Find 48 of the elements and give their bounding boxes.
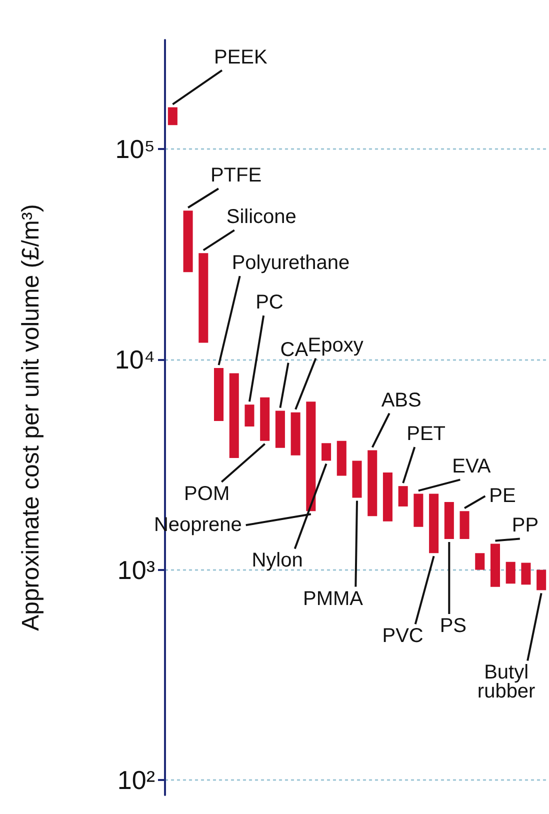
annotation: Polyurethane — [232, 252, 350, 274]
annotation: PET — [406, 423, 446, 446]
bar — [352, 460, 362, 498]
bar — [429, 494, 439, 554]
bar — [214, 368, 224, 421]
bar — [368, 450, 378, 516]
annotation: Butyl rubber — [477, 662, 536, 703]
bar — [229, 373, 239, 458]
bar — [336, 440, 346, 476]
bar — [414, 494, 424, 527]
bar — [521, 562, 531, 585]
annotation: Silicone — [226, 206, 296, 228]
bar — [506, 562, 516, 584]
annotation: ABS — [381, 389, 422, 412]
bar — [398, 486, 408, 506]
bar — [306, 402, 316, 512]
y-tick-label: 10² — [117, 765, 156, 796]
y-tick-label: 10⁵ — [115, 134, 155, 164]
annotation: CA — [280, 338, 309, 361]
bar — [475, 553, 485, 570]
bar — [168, 107, 178, 126]
annotation: POM — [184, 482, 230, 505]
bar — [322, 443, 332, 461]
bar — [382, 472, 392, 522]
y-tick-label: 10³ — [117, 554, 156, 585]
annotation: Epoxy — [308, 334, 364, 356]
bar — [198, 253, 208, 343]
annotation: PTFE — [210, 164, 262, 187]
annotation: PC — [256, 292, 284, 314]
y-tick-label: 10⁴ — [114, 344, 155, 374]
bar — [290, 412, 300, 456]
annotation: EVA — [452, 456, 492, 478]
bar — [490, 544, 500, 587]
bar — [183, 210, 193, 272]
bar — [460, 511, 470, 540]
annotation: PS — [440, 615, 467, 638]
bar — [444, 502, 454, 540]
annotation: PEEK — [214, 46, 268, 68]
annotation: PP — [512, 514, 539, 537]
bar — [244, 404, 254, 426]
y-axis-title: Approximate cost per unit volume (£/m³) — [18, 204, 44, 631]
annotation: PE — [489, 485, 516, 508]
bar — [275, 410, 285, 448]
annotation: Nylon — [252, 550, 303, 572]
annotation: PMMA — [303, 588, 364, 610]
bar — [536, 570, 546, 590]
bar — [260, 397, 270, 441]
annotation: PVC — [382, 625, 424, 648]
